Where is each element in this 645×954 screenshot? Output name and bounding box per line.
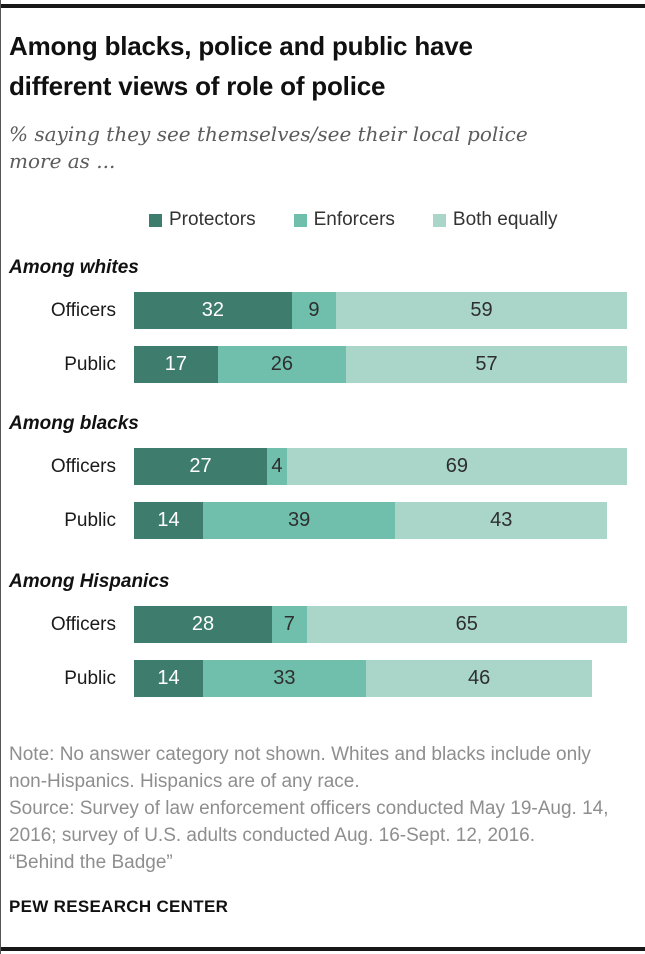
- bar-segment-protectors: 14: [134, 660, 204, 697]
- bar-segment-both-equally: 65: [306, 606, 627, 643]
- footnote-source: Source: Survey of law enforcement office…: [9, 798, 609, 846]
- bar-value: 7: [283, 613, 295, 635]
- page-title: Among blacks, police and public have dif…: [9, 31, 473, 101]
- row-label-officers: Officers: [50, 613, 116, 635]
- bar-segment-both-equally: 57: [345, 346, 627, 383]
- bar-segment-both-equally: 59: [336, 292, 627, 329]
- bar-segment-enforcers: 39: [203, 502, 396, 539]
- bar-segment-protectors: 27: [134, 448, 268, 485]
- bar-value: 46: [467, 667, 491, 689]
- legend-item-enforcers: Enforcers: [293, 209, 395, 231]
- bar-row-blacks-officers: Officers 27 4 69: [9, 448, 627, 485]
- bar-segment-enforcers: 4: [267, 448, 287, 485]
- bar-value: 57: [475, 353, 498, 375]
- pew-research-center-wordmark: PEW RESEARCH CENTER: [9, 897, 229, 916]
- bar-segment-enforcers: 7: [272, 606, 307, 643]
- bar-row-hispanics-officers: Officers 28 7 65: [9, 606, 627, 643]
- bar-segment-both-equally: 43: [395, 502, 608, 539]
- legend-label-protectors: Protectors: [169, 209, 256, 230]
- bar-row-hispanics-public: Public 14 33 46: [9, 660, 627, 697]
- stacked-bar-hispanics-public: 14 33 46: [134, 660, 627, 697]
- bar-value: 39: [288, 509, 311, 531]
- bar-value: 14: [157, 667, 180, 689]
- legend-swatch-protectors: [149, 213, 162, 227]
- bar-value: 9: [308, 299, 320, 321]
- bar-segment-enforcers: 9: [291, 292, 337, 329]
- stacked-bar-blacks-officers: 27 4 69: [134, 448, 627, 485]
- bar-value: 59: [470, 299, 493, 321]
- stacked-bar-whites-officers: 32 9 59: [134, 292, 627, 329]
- row-label-public: Public: [64, 353, 116, 375]
- legend-item-both-equally: Both equally: [432, 209, 558, 231]
- bar-segment-enforcers: 33: [203, 660, 366, 697]
- footnote-report-title: “Behind the Badge”: [9, 852, 173, 873]
- bar-segment-both-equally: 69: [286, 448, 627, 485]
- stacked-bar-blacks-public: 14 39 43: [134, 502, 627, 539]
- group-among-whites: Among whites Officers 32 9 59 Public 17 …: [9, 257, 627, 383]
- bottom-rule: [1, 947, 645, 951]
- footnote-note: Note: No answer category not shown. Whit…: [9, 744, 591, 792]
- legend-item-protectors: Protectors: [149, 209, 256, 231]
- bar-value: 65: [455, 613, 478, 635]
- stacked-bar-whites-public: 17 26 57: [134, 346, 627, 383]
- bar-value: 4: [271, 455, 283, 477]
- bar-segment-protectors: 28: [134, 606, 273, 643]
- bar-value: 33: [273, 667, 296, 689]
- stacked-bar-hispanics-officers: 28 7 65: [134, 606, 627, 643]
- bar-segment-protectors: 14: [134, 502, 204, 539]
- bar-value: 43: [490, 509, 513, 531]
- bar-value: 28: [191, 613, 215, 635]
- group-among-hispanics: Among Hispanics Officers 28 7 65 Public …: [9, 571, 627, 697]
- bar-segment-protectors: 17: [134, 346, 218, 383]
- group-among-blacks: Among blacks Officers 27 4 69 Public 14 …: [9, 413, 627, 539]
- legend-swatch-enforcers: [293, 213, 307, 227]
- bar-value: 26: [270, 353, 293, 375]
- bar-value: 32: [201, 299, 224, 321]
- row-label-public: Public: [64, 667, 116, 689]
- footnote: Note: No answer category not shown. Whit…: [9, 741, 627, 876]
- bar-segment-protectors: 32: [134, 292, 292, 329]
- bar-row-whites-public: Public 17 26 57: [9, 346, 627, 383]
- group-title-among-hispanics: Among Hispanics: [9, 571, 170, 592]
- row-label-officers: Officers: [50, 299, 116, 321]
- bar-segment-both-equally: 46: [365, 660, 593, 697]
- card-content: Among blacks, police and public have dif…: [1, 26, 645, 917]
- bar-value: 14: [157, 509, 180, 531]
- legend-label-enforcers: Enforcers: [313, 209, 395, 230]
- bar-value: 17: [164, 353, 188, 375]
- bar-value: 27: [189, 455, 212, 477]
- legend-label-both-equally: Both equally: [452, 209, 558, 230]
- bar-row-whites-officers: Officers 32 9 59: [9, 292, 627, 329]
- bar-row-blacks-public: Public 14 39 43: [9, 502, 627, 539]
- row-label-public: Public: [64, 509, 116, 531]
- bar-value: 69: [445, 455, 469, 477]
- bar-segment-enforcers: 26: [217, 346, 346, 383]
- group-title-among-blacks: Among blacks: [9, 413, 139, 434]
- row-label-officers: Officers: [50, 455, 116, 477]
- chart-legend: Protectors Enforcers Both equally: [149, 209, 627, 231]
- chart-subtitle: % saying they see themselves/see their l…: [9, 122, 528, 173]
- group-title-among-whites: Among whites: [9, 257, 139, 278]
- top-rule: [1, 4, 645, 8]
- legend-swatch-both-equally: [432, 213, 446, 227]
